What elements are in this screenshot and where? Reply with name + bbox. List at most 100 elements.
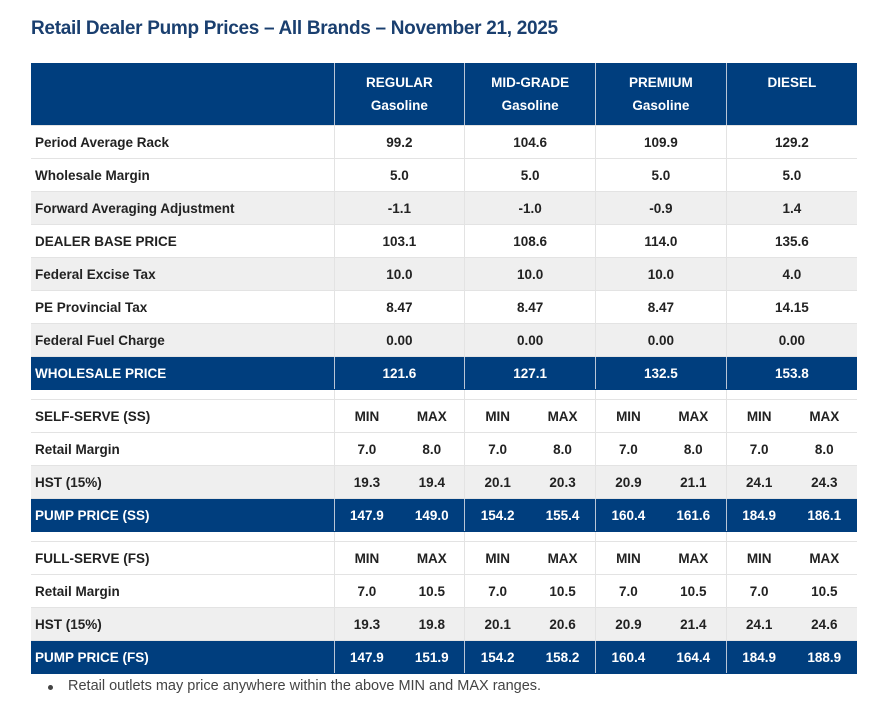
min-value: 7.0 xyxy=(333,432,400,466)
cell-value: 8.47 xyxy=(464,290,596,324)
cell-value: 0.00 xyxy=(333,323,465,357)
spacer-cell xyxy=(333,531,465,542)
cell-value: 153.8 xyxy=(725,356,857,390)
min-label: MIN xyxy=(333,399,400,433)
cell-value: 108.6 xyxy=(464,224,596,258)
max-label: MAX xyxy=(399,399,465,433)
table-row-retail-margin: Retail Margin 7.0 8.0 7.0 8.0 7.0 8.0 7.0 8.0 xyxy=(31,432,857,466)
row-label: Federal Excise Tax xyxy=(31,257,334,291)
min-value: 19.3 xyxy=(333,465,400,499)
min-label: MIN xyxy=(464,399,531,433)
spacer-cell xyxy=(725,389,857,400)
cell-value: -0.9 xyxy=(595,191,727,225)
min-value: 7.0 xyxy=(725,574,792,608)
max-value: 8.0 xyxy=(660,432,727,466)
spacer-row xyxy=(31,389,857,400)
min-value: 19.3 xyxy=(333,607,400,641)
spacer-cell xyxy=(725,531,857,542)
max-value: 188.9 xyxy=(791,640,857,674)
row-label: Retail Margin xyxy=(31,432,334,466)
row-label: Federal Fuel Charge xyxy=(31,323,334,357)
section-title: SELF-SERVE (SS) xyxy=(31,399,334,433)
column-header-diesel: DIESEL xyxy=(725,63,857,126)
max-value: 151.9 xyxy=(399,640,465,674)
max-value: 21.1 xyxy=(660,465,727,499)
max-value: 10.5 xyxy=(399,574,465,608)
cell-value: 8.47 xyxy=(595,290,727,324)
min-label: MIN xyxy=(594,541,661,575)
min-value: 7.0 xyxy=(333,574,400,608)
row-label: PUMP PRICE (SS) xyxy=(31,498,334,532)
table-row-wholesale-margin: Wholesale Margin 5.0 5.0 5.0 5.0 xyxy=(31,158,857,192)
table-row-federal-excise-tax: Federal Excise Tax 10.0 10.0 10.0 4.0 xyxy=(31,257,857,291)
cell-value: 4.0 xyxy=(725,257,857,291)
column-subtitle: Gasoline xyxy=(632,98,690,113)
max-value: 161.6 xyxy=(660,498,727,532)
row-label: Retail Margin xyxy=(31,574,334,608)
max-value: 24.3 xyxy=(791,465,857,499)
max-value: 8.0 xyxy=(399,432,465,466)
row-label: DEALER BASE PRICE xyxy=(31,224,334,258)
table-row-pump-price-ss: PUMP PRICE (SS) 147.9 149.0 154.2 155.4 160.4… xyxy=(31,498,857,532)
cell-value: 127.1 xyxy=(464,356,596,390)
min-label: MIN xyxy=(333,541,400,575)
max-label: MAX xyxy=(791,399,857,433)
min-value: 160.4 xyxy=(594,498,661,532)
table-row-pe-provincial-tax: PE Provincial Tax 8.47 8.47 8.47 14.15 xyxy=(31,290,857,324)
max-label: MAX xyxy=(660,399,727,433)
section-header-row: FULL-SERVE (FS) MIN MAX MIN MAX MIN MAX MIN MAX xyxy=(31,541,857,575)
cell-value: 5.0 xyxy=(595,158,727,192)
min-value: 147.9 xyxy=(333,498,400,532)
min-value: 184.9 xyxy=(725,640,792,674)
pump-price-table: REGULAR Gasoline MID-GRADE Gasoline PREMIUM G… xyxy=(31,63,857,674)
cell-value: 132.5 xyxy=(595,356,727,390)
max-value: 10.5 xyxy=(530,574,596,608)
row-label: Wholesale Margin xyxy=(31,158,334,192)
cell-value: 10.0 xyxy=(464,257,596,291)
max-label: MAX xyxy=(660,541,727,575)
table-row-forward-averaging-adjustment: Forward Averaging Adjustment -1.1 -1.0 -0.9… xyxy=(31,191,857,225)
row-label: PE Provincial Tax xyxy=(31,290,334,324)
max-value: 24.6 xyxy=(791,607,857,641)
section-title: FULL-SERVE (FS) xyxy=(31,541,334,575)
max-value: 19.8 xyxy=(399,607,465,641)
max-value: 186.1 xyxy=(791,498,857,532)
table-row-pump-price-fs: PUMP PRICE (FS) 147.9 151.9 154.2 158.2 160.4… xyxy=(31,640,857,674)
min-label: MIN xyxy=(464,541,531,575)
note-list-item: Retail outlets may price anywhere within… xyxy=(48,678,541,694)
cell-value: 1.4 xyxy=(725,191,857,225)
min-value: 7.0 xyxy=(594,432,661,466)
cell-value: 103.1 xyxy=(333,224,465,258)
page-title: Retail Dealer Pump Prices – All Brands –… xyxy=(31,18,558,39)
column-subtitle: Gasoline xyxy=(501,98,559,113)
min-value: 20.9 xyxy=(594,465,661,499)
min-label: MIN xyxy=(725,541,792,575)
cell-value: -1.0 xyxy=(464,191,596,225)
max-label: MAX xyxy=(399,541,465,575)
max-value: 20.6 xyxy=(530,607,596,641)
cell-value: 109.9 xyxy=(595,125,727,159)
min-value: 7.0 xyxy=(725,432,792,466)
row-label: HST (15%) xyxy=(31,465,334,499)
spacer-cell xyxy=(595,389,727,400)
min-label: MIN xyxy=(594,399,661,433)
row-label: HST (15%) xyxy=(31,607,334,641)
max-value: 158.2 xyxy=(530,640,596,674)
max-value: 164.4 xyxy=(660,640,727,674)
spacer-cell xyxy=(333,389,465,400)
max-value: 8.0 xyxy=(791,432,857,466)
row-label: Period Average Rack xyxy=(31,125,334,159)
column-header-regular: REGULAR Gasoline xyxy=(333,63,465,126)
spacer-cell xyxy=(464,531,596,542)
max-value: 20.3 xyxy=(530,465,596,499)
max-label: MAX xyxy=(530,399,596,433)
cell-value: 5.0 xyxy=(725,158,857,192)
header-empty-cell xyxy=(31,63,334,126)
max-label: MAX xyxy=(530,541,596,575)
cell-value: 0.00 xyxy=(725,323,857,357)
row-label: Forward Averaging Adjustment xyxy=(31,191,334,225)
spacer-row xyxy=(31,531,857,542)
cell-value: 5.0 xyxy=(464,158,596,192)
cell-value: 5.0 xyxy=(333,158,465,192)
column-subtitle: Gasoline xyxy=(370,98,428,113)
